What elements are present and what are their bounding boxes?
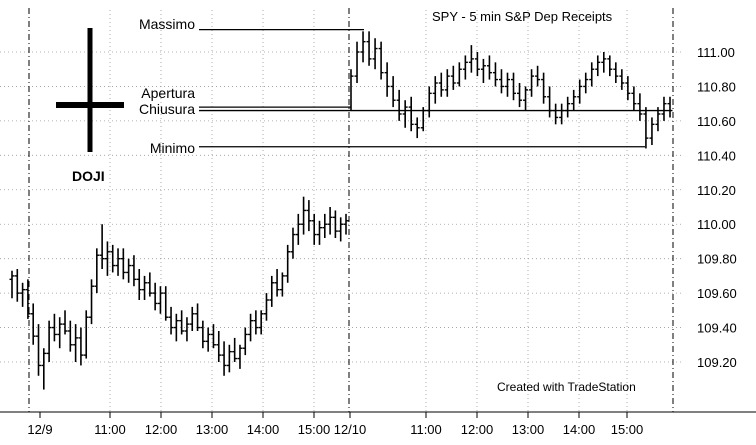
footer-credit: Created with TradeStation	[497, 380, 636, 394]
y-tick-label: 110.00	[697, 217, 736, 232]
annotation-label: Massimo	[139, 16, 195, 32]
y-tick-label: 110.60	[697, 114, 736, 129]
ohlc-bars	[9, 31, 673, 390]
y-tick-label: 109.20	[697, 355, 737, 370]
doji-label: DOJI	[72, 168, 105, 184]
annotation-label: Apertura	[141, 85, 195, 101]
y-tick-label: 109.80	[697, 252, 737, 267]
x-tick-label: 11:00	[94, 422, 126, 437]
x-tick-label: 12:00	[461, 422, 494, 437]
y-tick-label: 110.80	[697, 79, 736, 94]
x-tick-label: 12:00	[145, 422, 178, 437]
y-tick-label: 110.40	[697, 148, 736, 163]
x-axis: 12/9 11:00 12:00 13:00 14:00 15:00 12/10 11:00 1…	[27, 412, 643, 437]
annotation-label: Chiusura	[139, 101, 195, 117]
grid-lines	[0, 8, 683, 412]
y-tick-label: 111.00	[697, 45, 735, 60]
y-tick-label: 109.40	[697, 321, 737, 336]
x-tick-label: 13:00	[512, 422, 545, 437]
chart-title: SPY - 5 min S&P Dep Receipts	[432, 9, 613, 24]
annotation-label: Minimo	[150, 140, 195, 156]
x-tick-label: 11:00	[410, 422, 442, 437]
y-axis: 111.00 110.80 110.60 110.40 110.20 110.00 109.…	[697, 45, 737, 370]
x-tick-label: 14:00	[247, 422, 280, 437]
x-tick-label: 15:00	[298, 422, 331, 437]
y-tick-label: 110.20	[697, 183, 736, 198]
y-tick-label: 109.60	[697, 286, 737, 301]
x-tick-label: 14:00	[563, 422, 596, 437]
x-tick-label: 13:00	[196, 422, 229, 437]
reference-lines	[199, 28, 670, 148]
x-tick-label: 12/10	[334, 422, 367, 437]
doji-symbol	[56, 28, 124, 152]
x-tick-label: 12/9	[27, 422, 52, 437]
x-tick-label: 15:00	[611, 422, 644, 437]
